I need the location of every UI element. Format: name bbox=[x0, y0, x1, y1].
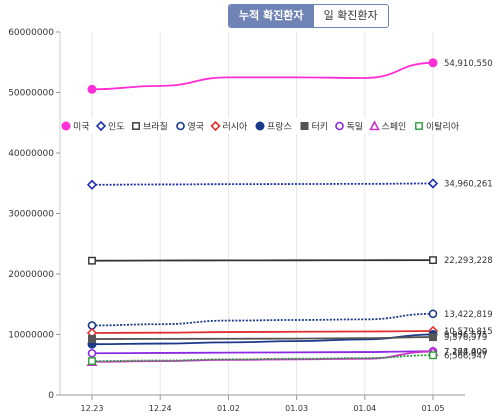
legend-marker bbox=[255, 121, 265, 131]
legend-marker bbox=[61, 121, 71, 131]
legend-marker bbox=[95, 120, 107, 132]
x-tick-label: 12.23 bbox=[81, 404, 104, 413]
series-line bbox=[91, 259, 434, 262]
legend-marker bbox=[369, 120, 380, 131]
series-line bbox=[91, 312, 434, 327]
x-tick-label: 01.03 bbox=[285, 404, 308, 413]
series-line bbox=[91, 61, 434, 91]
data-point bbox=[429, 256, 437, 265]
series-line bbox=[91, 354, 434, 363]
legend-marker bbox=[132, 122, 140, 130]
x-tick-label: 01.04 bbox=[353, 404, 376, 413]
legend-item-label: 러시아 bbox=[223, 122, 249, 133]
y-tick-label: 20000000 bbox=[8, 270, 54, 280]
data-label: 34,960,261 bbox=[444, 179, 493, 189]
data-label: 54,910,550 bbox=[444, 59, 493, 69]
x-axis: 12.23 12.24 01.02 01.03 01.04 01.05 bbox=[60, 394, 465, 413]
data-label: 9,576,979 bbox=[444, 333, 487, 343]
x-tick-label: 01.05 bbox=[422, 404, 445, 413]
data-point bbox=[429, 351, 437, 360]
series-line bbox=[91, 333, 434, 346]
data-label: 6,566,947 bbox=[444, 351, 487, 361]
data-point bbox=[428, 58, 438, 68]
series-line bbox=[91, 182, 434, 186]
legend-marker bbox=[300, 122, 309, 130]
x-tick-label: 12.24 bbox=[149, 404, 172, 413]
data-label: 13,422,819 bbox=[444, 310, 493, 320]
data-point bbox=[87, 348, 97, 358]
data-point bbox=[88, 357, 96, 366]
data-label: 10,579,815 bbox=[444, 327, 493, 337]
data-point bbox=[86, 179, 98, 190]
series-line bbox=[91, 350, 434, 355]
data-point bbox=[429, 333, 437, 342]
data-point bbox=[428, 309, 438, 319]
legend-item-label: 영국 bbox=[188, 122, 205, 133]
legend-item-label: 인도 bbox=[108, 122, 125, 133]
x-tick-label: 01.02 bbox=[217, 404, 240, 413]
data-labels: 54,910,550 34,960,261 22,293,228 13,422,819… bbox=[444, 59, 493, 361]
view-tabs: 누적 확진환자 일 확진환자 bbox=[228, 4, 389, 28]
legend-marker bbox=[335, 121, 344, 131]
y-tick-label: 40000000 bbox=[8, 149, 54, 159]
legend-marker bbox=[176, 121, 185, 131]
y-tick-label: 60000000 bbox=[8, 28, 54, 38]
legend-item-label: 이탈리아 bbox=[426, 122, 460, 133]
series-line bbox=[91, 336, 434, 340]
legend-item-label: 독일 bbox=[347, 122, 364, 133]
legend-item-label: 터키 bbox=[312, 122, 329, 133]
data-label: 22,293,228 bbox=[444, 256, 493, 266]
series-line bbox=[91, 330, 434, 334]
tab-cumulative-cases[interactable]: 누적 확진환자 bbox=[229, 5, 314, 27]
data-label: 9,996,575 bbox=[444, 331, 487, 341]
legend: 미국 인도 브라질 영국 러시아 프랑스 터키 독일 스페인 이탈리아 bbox=[61, 118, 465, 134]
y-tick-label: 0 bbox=[48, 391, 54, 401]
data-point bbox=[88, 335, 96, 344]
legend-marker bbox=[210, 120, 221, 132]
series-lines bbox=[86, 58, 439, 367]
y-tick-label: 30000000 bbox=[8, 210, 54, 220]
legend-item-label: 미국 bbox=[73, 122, 90, 133]
legend-marker bbox=[415, 122, 423, 130]
data-point bbox=[87, 84, 97, 94]
data-label: 7,228,409 bbox=[444, 347, 487, 357]
legend-item-label: 브라질 bbox=[143, 121, 168, 133]
y-tick-label: 50000000 bbox=[8, 89, 54, 99]
data-point bbox=[427, 178, 439, 189]
legend-item-label: 스페인 bbox=[382, 122, 407, 133]
y-axis: 0 10000000 20000000 30000000 40000000 5000000… bbox=[8, 28, 61, 401]
data-label: 7,164,000 bbox=[444, 348, 487, 358]
legend-item-label: 프랑스 bbox=[267, 121, 292, 133]
data-point bbox=[88, 256, 96, 265]
y-tick-label: 10000000 bbox=[8, 331, 54, 341]
tab-daily-cases[interactable]: 일 확진환자 bbox=[313, 5, 388, 27]
